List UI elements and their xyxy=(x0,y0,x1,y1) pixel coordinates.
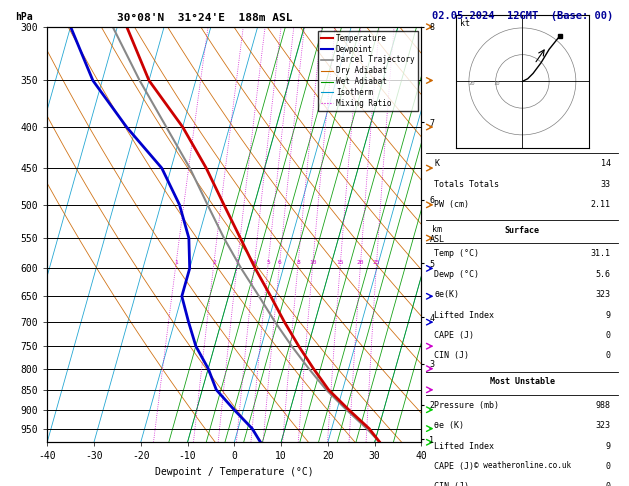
Text: © weatheronline.co.uk: © weatheronline.co.uk xyxy=(474,461,571,470)
Text: CAPE (J): CAPE (J) xyxy=(434,331,474,340)
Text: 1: 1 xyxy=(174,260,178,265)
Text: Lifted Index: Lifted Index xyxy=(434,311,494,320)
Text: 9: 9 xyxy=(606,311,611,320)
Title: 30°08'N  31°24'E  188m ASL: 30°08'N 31°24'E 188m ASL xyxy=(116,13,292,23)
Text: Surface: Surface xyxy=(505,226,540,235)
Text: 14: 14 xyxy=(601,159,611,168)
Text: Dewp (°C): Dewp (°C) xyxy=(434,270,479,279)
Text: CIN (J): CIN (J) xyxy=(434,351,469,360)
Text: Pressure (mb): Pressure (mb) xyxy=(434,401,499,410)
Text: 988: 988 xyxy=(596,401,611,410)
Text: θe (K): θe (K) xyxy=(434,421,464,430)
Y-axis label: km
ASL: km ASL xyxy=(430,225,444,244)
Text: K: K xyxy=(434,159,439,168)
Text: kt: kt xyxy=(460,18,470,28)
Text: CAPE (J): CAPE (J) xyxy=(434,462,474,471)
Text: 0: 0 xyxy=(606,351,611,360)
Text: 9: 9 xyxy=(606,442,611,451)
Text: 0: 0 xyxy=(606,482,611,486)
Text: 20: 20 xyxy=(469,82,475,87)
Text: hPa: hPa xyxy=(15,13,33,22)
Text: Most Unstable: Most Unstable xyxy=(490,377,555,386)
Text: 323: 323 xyxy=(596,421,611,430)
Text: 0: 0 xyxy=(606,331,611,340)
Text: Totals Totals: Totals Totals xyxy=(434,179,499,189)
Text: 20: 20 xyxy=(357,260,364,265)
Text: Lifted Index: Lifted Index xyxy=(434,442,494,451)
X-axis label: Dewpoint / Temperature (°C): Dewpoint / Temperature (°C) xyxy=(155,467,314,477)
Text: 5.6: 5.6 xyxy=(596,270,611,279)
Text: 33: 33 xyxy=(601,179,611,189)
Text: 6: 6 xyxy=(278,260,282,265)
Text: 3: 3 xyxy=(235,260,239,265)
Text: 4: 4 xyxy=(253,260,257,265)
Text: θe(K): θe(K) xyxy=(434,290,459,299)
Text: 10: 10 xyxy=(309,260,316,265)
Text: 10: 10 xyxy=(494,82,500,87)
Text: 8: 8 xyxy=(296,260,300,265)
Text: 2: 2 xyxy=(212,260,216,265)
Text: 5: 5 xyxy=(267,260,270,265)
Text: 2.11: 2.11 xyxy=(591,200,611,209)
Text: 0: 0 xyxy=(606,462,611,471)
Text: 15: 15 xyxy=(337,260,344,265)
Text: 02.05.2024  12GMT  (Base: 00): 02.05.2024 12GMT (Base: 00) xyxy=(431,11,613,21)
Text: Temp (°C): Temp (°C) xyxy=(434,249,479,259)
Text: PW (cm): PW (cm) xyxy=(434,200,469,209)
Legend: Temperature, Dewpoint, Parcel Trajectory, Dry Adiabat, Wet Adiabat, Isotherm, Mi: Temperature, Dewpoint, Parcel Trajectory… xyxy=(318,31,418,111)
Text: CIN (J): CIN (J) xyxy=(434,482,469,486)
Text: 31.1: 31.1 xyxy=(591,249,611,259)
Text: 25: 25 xyxy=(373,260,381,265)
Text: 323: 323 xyxy=(596,290,611,299)
